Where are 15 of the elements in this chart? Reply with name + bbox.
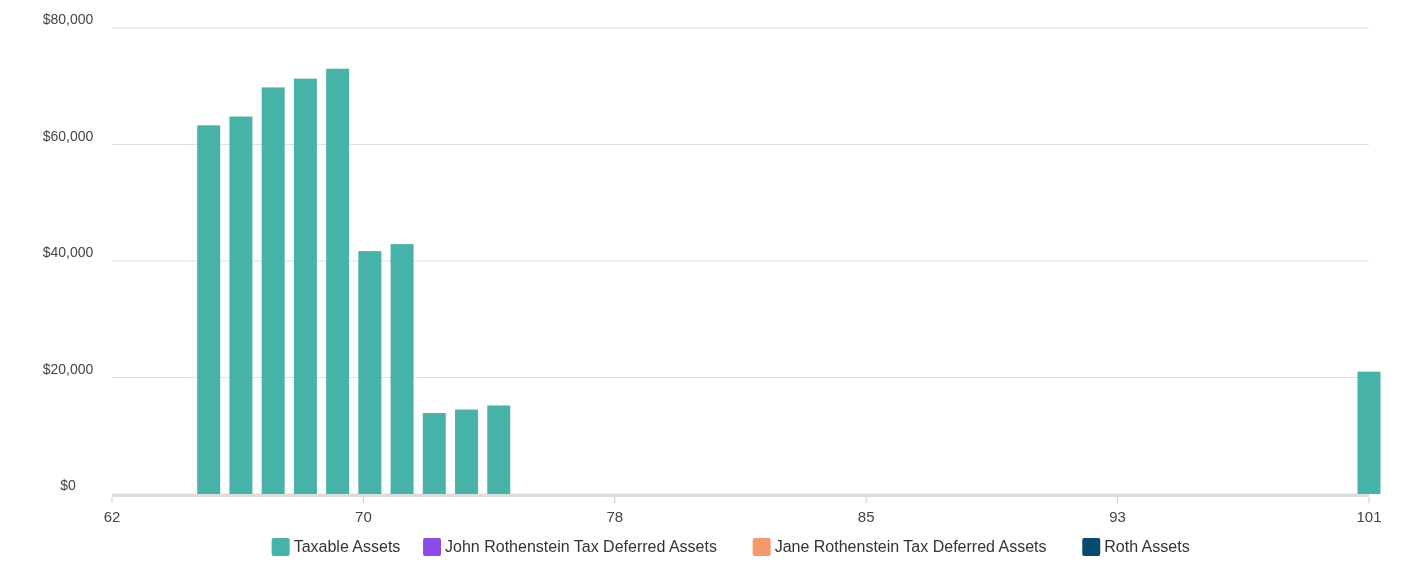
x-tick-label: 101 (1356, 508, 1382, 525)
x-tick-label: 93 (1109, 508, 1126, 525)
y-tick-label: $60,000 (42, 127, 94, 144)
x-tick-label: 78 (606, 508, 624, 525)
x-tick-label: 70 (355, 508, 372, 525)
legend-label: Jane Rothenstein Tax Deferred Assets (774, 538, 1047, 555)
legend-label: Roth Assets (1104, 538, 1190, 555)
y-tick-label: $0 (60, 477, 76, 493)
legend-label: Taxable Assets (293, 538, 401, 555)
y-tick-label: $80,000 (42, 11, 94, 27)
x-tick-label: 85 (857, 508, 875, 525)
legend-label: John Rothenstein Tax Deferred Assets (445, 538, 717, 555)
y-tick-label: $40,000 (42, 244, 94, 260)
y-tick-label: $20,000 (42, 360, 94, 377)
x-tick-label: 62 (103, 508, 121, 525)
